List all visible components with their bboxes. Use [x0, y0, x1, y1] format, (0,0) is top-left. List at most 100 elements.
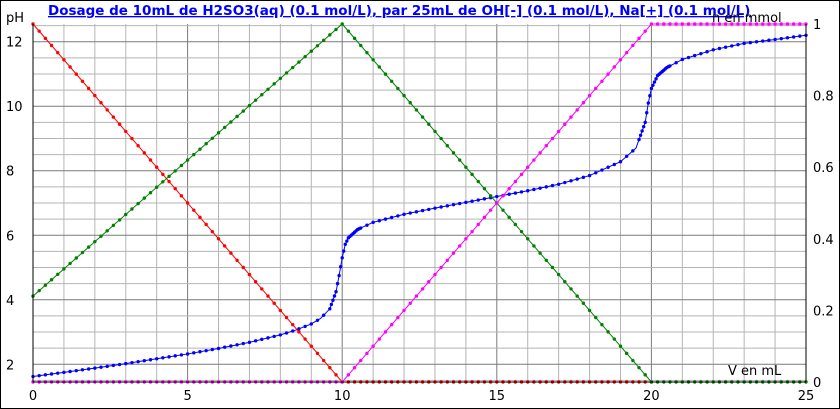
series-point: [594, 315, 598, 320]
series-point: [303, 337, 307, 341]
series-point: [396, 315, 400, 320]
series-point: [674, 22, 678, 26]
series-point: [445, 204, 450, 208]
series-point: [377, 337, 381, 341]
series-point: [705, 22, 709, 26]
series-point: [414, 210, 419, 214]
series-point: [717, 22, 722, 26]
series-point: [748, 22, 753, 26]
series-point: [649, 86, 654, 91]
series-point: [396, 214, 400, 218]
series-point: [192, 152, 196, 157]
series-point: [142, 151, 147, 155]
series-point: [692, 22, 697, 26]
series-point: [173, 186, 177, 191]
series-markers-4: [31, 22, 808, 384]
series-point: [544, 258, 548, 262]
series-point: [161, 172, 165, 177]
series-point: [606, 330, 610, 334]
series-point: [49, 43, 54, 48]
series-point: [519, 172, 524, 177]
series-point: [519, 190, 524, 194]
series-point: [62, 267, 66, 271]
series-point: [643, 29, 647, 33]
series-point: [451, 251, 456, 255]
x-tick-label: 25: [798, 389, 815, 404]
series-point: [56, 50, 60, 55]
series-point: [346, 373, 351, 377]
series-point: [148, 358, 153, 362]
series-point: [284, 331, 289, 335]
series-point: [185, 352, 190, 356]
series-point: [340, 22, 344, 26]
series-point: [637, 36, 641, 41]
series-point: [507, 186, 511, 191]
series-point: [154, 165, 159, 169]
series-point: [359, 43, 363, 48]
series-point: [754, 40, 759, 44]
series-point: [785, 36, 790, 40]
series-point: [427, 280, 431, 284]
series-point: [439, 136, 443, 141]
series-point: [340, 256, 344, 260]
series-point: [587, 173, 592, 178]
series-point: [476, 179, 480, 184]
series-markers-1: [31, 33, 808, 379]
series-point: [130, 136, 134, 141]
series-point: [309, 49, 313, 53]
series-point: [329, 302, 334, 307]
series-point: [377, 219, 381, 223]
series-point: [37, 29, 41, 33]
series-point: [563, 180, 567, 185]
series-point: [618, 344, 623, 348]
series-point: [223, 345, 227, 349]
series-point: [420, 287, 425, 291]
series-point: [383, 72, 388, 76]
series-point: [117, 218, 122, 222]
series-point: [699, 22, 703, 26]
x-axis-label: V en mL: [728, 364, 782, 379]
series-point: [260, 93, 264, 97]
series-point: [303, 324, 307, 329]
series-point: [674, 61, 678, 65]
series-point: [210, 347, 215, 352]
series-point: [111, 223, 116, 228]
series-point: [433, 129, 437, 134]
series-point: [581, 175, 586, 180]
series-point: [43, 373, 48, 377]
series-point: [624, 50, 629, 55]
y-left-tick-label: 4: [6, 294, 14, 309]
series-point: [86, 86, 91, 91]
series-point: [321, 358, 326, 363]
series-point: [331, 298, 335, 302]
series-point: [161, 180, 165, 184]
series-point: [337, 273, 341, 278]
series-point: [631, 358, 635, 363]
series-point: [513, 191, 518, 195]
series-point: [507, 215, 511, 220]
y-right-tick-label: 0.8: [813, 90, 834, 105]
series-point: [680, 57, 685, 62]
series-point: [631, 149, 635, 153]
series-point: [105, 108, 109, 112]
series-point: [798, 22, 802, 26]
series-point: [736, 42, 740, 47]
series-point: [575, 177, 579, 181]
series-point: [692, 53, 697, 58]
series-point: [458, 244, 462, 248]
series-point: [173, 169, 177, 173]
series-point: [575, 294, 579, 298]
series-point: [464, 237, 468, 241]
series-point: [229, 344, 233, 348]
series-point: [606, 72, 610, 76]
series-point: [185, 158, 190, 162]
series-point: [229, 120, 233, 124]
series-point: [501, 194, 505, 198]
series-point: [761, 39, 765, 43]
y-right-tick-label: 0.2: [813, 304, 834, 319]
series-point: [37, 373, 41, 378]
series-point: [185, 201, 190, 205]
series-point: [730, 22, 734, 26]
series-point: [291, 65, 295, 70]
